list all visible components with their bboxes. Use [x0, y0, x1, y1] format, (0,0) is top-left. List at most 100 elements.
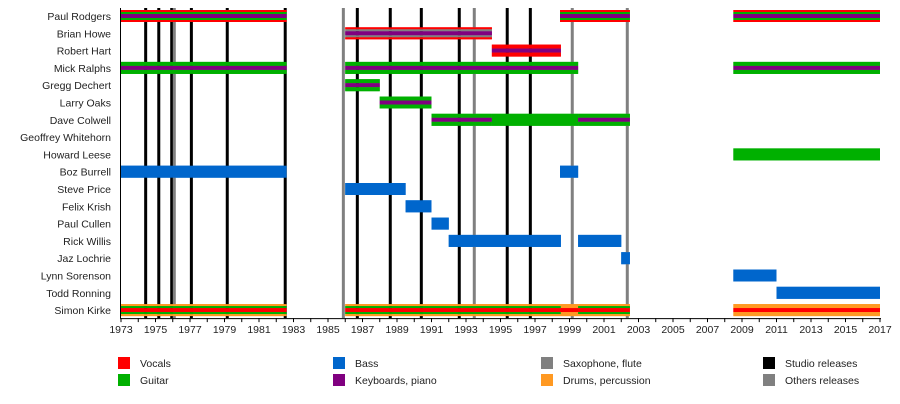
member-label: Steve Price [57, 184, 111, 196]
member-bar-keyboards [560, 14, 630, 18]
member-bar-vocals [560, 308, 579, 313]
member-bar-drums [733, 312, 880, 317]
member-label: Dave Colwell [50, 115, 111, 127]
legend-label: Keyboards, piano [355, 375, 437, 387]
member-bar-drums [733, 304, 880, 309]
legend-swatch-guitar [118, 374, 130, 386]
member-label: Mick Ralphs [54, 63, 111, 75]
x-tick-label: 1995 [489, 324, 513, 336]
member-bar-keyboards [431, 117, 492, 122]
member-bar-bass [733, 269, 777, 282]
member-bar-drums [578, 314, 630, 317]
member-bar-guitar [578, 306, 630, 309]
member-bar-vocals [121, 308, 287, 313]
member-bar-drums [560, 312, 579, 317]
x-tick-label: 2003 [627, 324, 651, 336]
member-bar-guitar [345, 306, 561, 309]
x-tick-label: 1983 [282, 324, 306, 336]
x-tick-label: 2009 [730, 324, 754, 336]
member-bar-guitar [733, 12, 880, 14]
member-bar-keyboards [121, 65, 287, 70]
member-bar-guitar [379, 104, 432, 109]
member-label: Larry Oaks [60, 98, 111, 110]
legend-swatch-other [763, 374, 775, 386]
legend-label: Saxophone, flute [563, 358, 642, 370]
legend-swatch-bass [333, 357, 345, 369]
member-bar-guitar [345, 312, 561, 315]
legend-label: Studio releases [785, 358, 857, 370]
member-bar-guitar [121, 69, 287, 74]
member-label: Gregg Dechert [42, 80, 111, 92]
x-tick-label: 2011 [765, 324, 788, 336]
member-bar-guitar [431, 121, 492, 126]
member-bar-keyboards [345, 65, 579, 70]
member-bar-guitar [431, 113, 492, 118]
member-bar-vocals [560, 20, 630, 22]
legend-swatch-vocals [118, 357, 130, 369]
member-bar-bass [621, 252, 630, 265]
member-bar-vocals [733, 308, 880, 313]
member-bar-bass [431, 217, 449, 230]
member-bar-guitar [560, 12, 630, 14]
member-label: Geoffrey Whitehorn [20, 132, 111, 144]
legend-label: Bass [355, 358, 378, 370]
member-bar-bass [345, 183, 406, 195]
x-tick-label: 2007 [696, 324, 720, 336]
member-bar-bass [121, 165, 287, 178]
member-bar-keyboards [733, 65, 880, 70]
member-bar-bass [448, 234, 561, 247]
member-bar-vocals [345, 308, 561, 313]
x-tick-label: 1987 [351, 324, 375, 336]
x-tick-label: 1975 [144, 324, 168, 336]
member-bar-vocals [121, 20, 287, 22]
member-label: Rick Willis [63, 236, 111, 248]
member-bar-vocals [491, 52, 561, 57]
member-bar-guitar [578, 312, 630, 315]
member-bar-keyboards [121, 14, 287, 18]
member-bar-vocals [121, 10, 287, 12]
legend-swatch-keyboards [333, 374, 345, 386]
member-bar-vocals [491, 44, 561, 49]
member-label: Lynn Sorenson [41, 271, 111, 283]
member-bar-drums [345, 304, 561, 307]
member-label: Robert Hart [57, 46, 111, 58]
member-bar-bass [578, 234, 622, 247]
x-tick-label: 1973 [109, 324, 133, 336]
member-bar-guitar [733, 61, 880, 66]
member-bar-vocals [733, 10, 880, 12]
legend-label: Guitar [140, 375, 169, 387]
x-tick-label: 1977 [178, 324, 202, 336]
x-tick-label: 1991 [420, 324, 444, 336]
member-label: Howard Leese [43, 149, 111, 161]
legend-swatch-sax [541, 357, 553, 369]
member-label: Boz Burrell [60, 167, 111, 179]
member-bar-guitar [560, 18, 630, 20]
member-bar-sax [345, 35, 492, 38]
member-bar-drums [578, 304, 630, 307]
member-bar-guitar [345, 79, 380, 84]
x-tick-label: 1979 [213, 324, 237, 336]
member-bar-vocals [733, 20, 880, 22]
legend-swatch-studio [763, 357, 775, 369]
legend-swatch-drums [541, 374, 553, 386]
member-bar-keyboards [491, 48, 561, 53]
member-bar-vocals [345, 37, 492, 40]
member-bar-guitar [121, 18, 287, 20]
x-tick-label: 2015 [834, 324, 858, 336]
member-bar-guitar [733, 69, 880, 74]
member-bar-drums [560, 304, 579, 309]
member-bar-guitar [578, 113, 630, 118]
member-bar-bass [776, 286, 880, 299]
x-tick-label: 1985 [316, 324, 340, 336]
x-tick-label: 1981 [247, 324, 271, 336]
member-bar-guitar [733, 18, 880, 20]
member-bar-keyboards [345, 83, 380, 88]
member-bar-keyboards [379, 100, 432, 105]
member-bar-guitar [379, 96, 432, 101]
member-label: Paul Rodgers [47, 11, 111, 23]
legend-label: Others releases [785, 375, 859, 387]
member-label: Todd Ronning [46, 288, 111, 300]
member-bar-sax [345, 29, 492, 32]
